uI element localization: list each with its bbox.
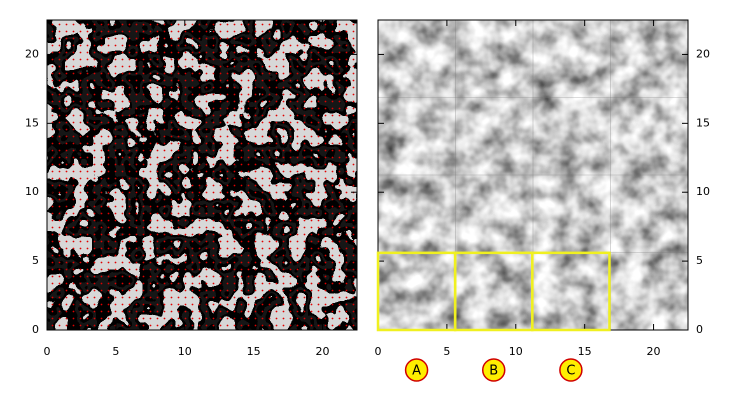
velocity-dots (47, 20, 357, 330)
x-tick-label: 20 (647, 345, 661, 358)
x-tick-label: 10 (509, 345, 523, 358)
y-tick-label: 5 (32, 254, 39, 267)
region-badge (559, 358, 583, 382)
x-tick-label: 5 (443, 345, 450, 358)
x-tick-label: 0 (375, 345, 382, 358)
x-tick-label: 0 (44, 345, 51, 358)
y-tick-label: 20 (696, 47, 710, 60)
y-tick-label: 10 (696, 185, 710, 198)
region-label: A (412, 364, 421, 379)
y-tick-label: 15 (696, 116, 710, 129)
region-label: B (489, 364, 498, 379)
y-tick-label: 10 (25, 185, 39, 198)
y-tick-label: 15 (25, 116, 39, 129)
y-tick-label: 0 (32, 323, 39, 336)
y-tick-label: 20 (25, 47, 39, 60)
region-box (531, 251, 611, 332)
y-tick-label: 5 (696, 254, 703, 267)
x-tick-label: 15 (247, 345, 261, 358)
x-tick-label: 5 (112, 345, 119, 358)
plot-frame (46, 19, 358, 331)
x-tick-label: 15 (578, 345, 592, 358)
x-tick-label: 10 (178, 345, 192, 358)
region-badge (481, 358, 506, 382)
region-badge (404, 358, 429, 382)
region-label: C (566, 364, 575, 379)
y-tick-label: 0 (696, 323, 703, 336)
x-tick-label: 20 (316, 345, 330, 358)
